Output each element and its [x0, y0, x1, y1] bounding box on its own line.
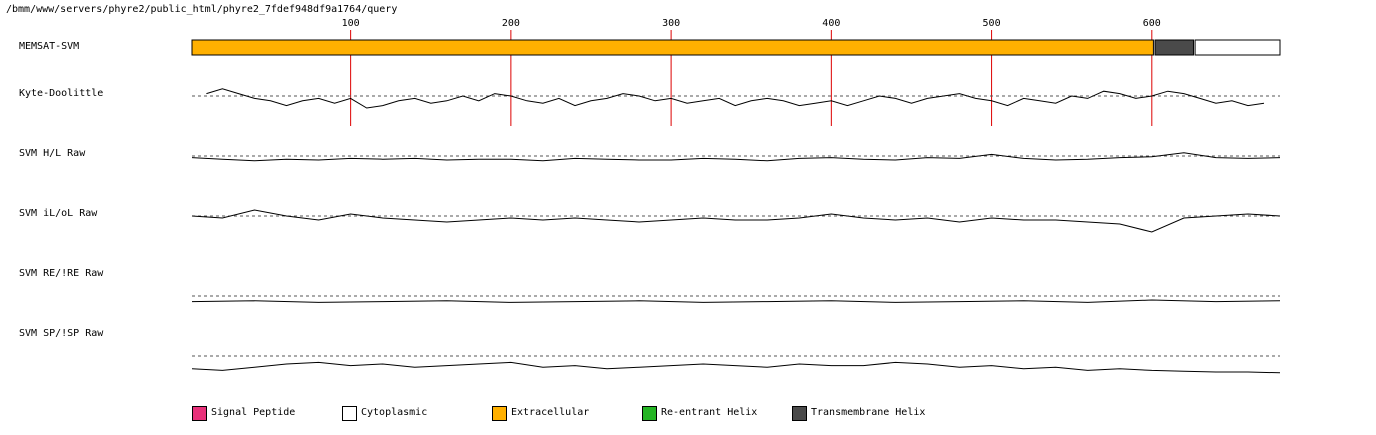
- legend-swatch-signal-peptide: [192, 405, 207, 421]
- legend-item-transmembrane-helix: Transmembrane Helix: [792, 405, 925, 421]
- legend-swatch-reentrant-helix: [642, 405, 657, 421]
- track-label-svm-sp: SVM SP/!SP Raw: [19, 328, 104, 339]
- x-tick-label-400: 400: [822, 18, 840, 29]
- memsat-segment-2: [1154, 39, 1194, 56]
- x-tick-label-100: 100: [342, 18, 360, 29]
- x-tick-label-600: 600: [1143, 18, 1161, 29]
- series-line-1: [206, 88, 1265, 109]
- track-label-kyte-doolittle: Kyte-Doolittle: [19, 88, 104, 99]
- legend-label-cytoplasmic: Cytoplasmic: [361, 407, 428, 418]
- legend-item-extracellular: Extracellular: [492, 405, 589, 421]
- legend-swatch-extracellular: [492, 405, 507, 421]
- series-line-3: [191, 209, 1281, 233]
- legend-label-transmembrane-helix: Transmembrane Helix: [811, 407, 926, 418]
- series-line-2: [191, 152, 1281, 162]
- x-tick-label-500: 500: [983, 18, 1001, 29]
- legend-label-signal-peptide: Signal Peptide: [211, 407, 296, 418]
- memsat-segment-3: [1194, 39, 1281, 56]
- legend-swatch-transmembrane-helix: [792, 405, 807, 421]
- track-label-memsat: MEMSAT-SVM: [19, 41, 80, 52]
- legend-label-reentrant-helix: Re-entrant Helix: [661, 407, 758, 418]
- track-label-svm-re: SVM RE/!RE Raw: [19, 268, 104, 279]
- x-tick-label-300: 300: [662, 18, 680, 29]
- track-label-svm-hl: SVM H/L Raw: [19, 148, 86, 159]
- x-tick-label-200: 200: [502, 18, 520, 29]
- track-label-svm-il-ol: SVM iL/oL Raw: [19, 208, 98, 219]
- legend-item-signal-peptide: Signal Peptide: [192, 405, 295, 421]
- memsat-segment-1: [191, 39, 1154, 56]
- series-line-5: [191, 361, 1281, 374]
- legend-item-reentrant-helix: Re-entrant Helix: [642, 405, 757, 421]
- legend: Signal Peptide Cytoplasmic Extracellular…: [192, 405, 1092, 421]
- query-path: /bmm/www/servers/phyre2/public_html/phyr…: [6, 4, 398, 15]
- legend-label-extracellular: Extracellular: [511, 407, 590, 418]
- legend-swatch-cytoplasmic: [342, 405, 357, 421]
- series-line-4: [191, 299, 1281, 303]
- legend-item-cytoplasmic: Cytoplasmic: [342, 405, 427, 421]
